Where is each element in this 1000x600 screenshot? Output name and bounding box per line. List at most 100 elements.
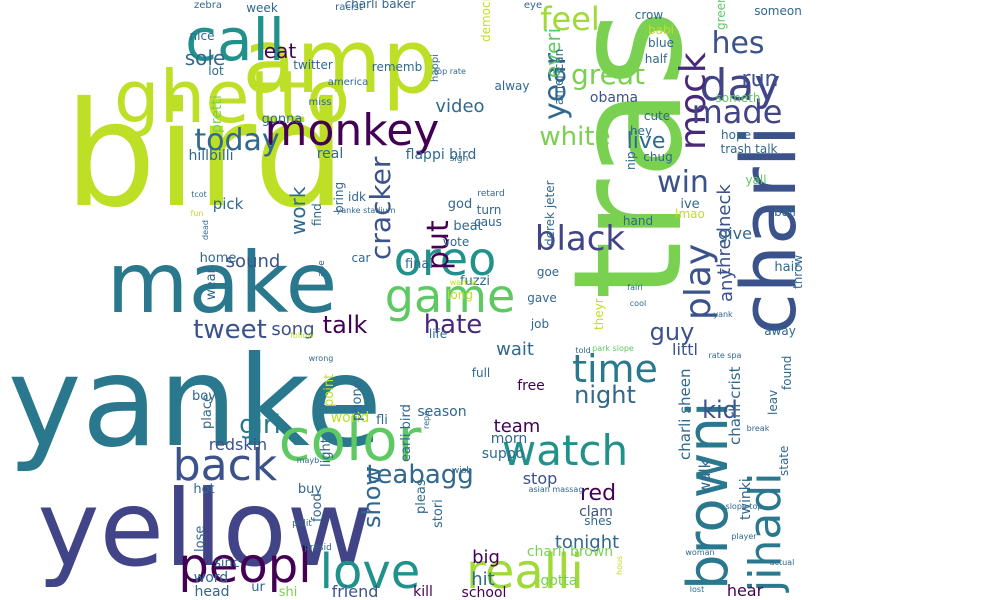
word-democrat: democrat	[479, 0, 493, 42]
word-yellow: yellow	[37, 468, 372, 590]
word-babi: babi	[648, 23, 674, 37]
word-obama: obama	[590, 90, 638, 106]
word-polit: polit	[292, 519, 312, 529]
word-sole: sole	[185, 46, 226, 70]
word-girl: girl	[239, 410, 281, 440]
word-yanke: yanke	[8, 330, 383, 475]
word-kill: kill	[413, 584, 433, 600]
word-charli-crist: charli crist	[726, 366, 744, 445]
word-cracker: cracker	[364, 156, 397, 260]
word-flappi-bird: flappi bird	[406, 147, 477, 163]
word-week: week	[246, 1, 278, 15]
word-repo: repo	[422, 411, 431, 429]
word-find: find	[310, 203, 324, 226]
word-food: food	[310, 493, 325, 522]
word-player: player	[731, 532, 757, 541]
word-show: show	[358, 466, 386, 528]
word-earli-bird: earli bird	[399, 404, 414, 462]
word-make: make	[107, 234, 338, 332]
word-season: season	[417, 404, 466, 420]
word-great: great	[571, 58, 645, 91]
word-lot: lot	[208, 64, 224, 78]
word-hot: hot	[193, 482, 214, 497]
word-shi: shi	[279, 585, 298, 600]
word-eat: eat	[264, 39, 297, 63]
word-alway: alway	[495, 79, 530, 93]
word-thredneck: thredneck	[714, 184, 735, 275]
word-pleas: pleas	[414, 479, 429, 514]
word-monkey: monkey	[265, 105, 440, 156]
word-eye: eye	[524, 0, 542, 11]
word-caus: caus	[474, 215, 502, 229]
word-put: put	[421, 220, 456, 270]
word-jihadi: jihadi	[740, 473, 791, 593]
word-charli-baker: charli baker	[345, 0, 416, 11]
word-final: final	[405, 257, 433, 272]
word-play: play	[678, 244, 719, 320]
word-turn: turn	[477, 203, 502, 217]
word-light: light	[319, 438, 334, 467]
word-twinki: twinki	[738, 478, 754, 520]
word-place: place	[200, 394, 215, 429]
word-hous: hous	[615, 556, 624, 575]
word-hope: hope	[721, 128, 751, 142]
word-hillbilli: hillbilli	[189, 148, 234, 164]
word-realli: realli	[466, 544, 584, 600]
word-wrong: wrong	[309, 354, 334, 363]
word-real: real	[317, 146, 344, 162]
word-friend: friend	[332, 582, 379, 600]
word-day: day	[700, 60, 781, 111]
word-zebra: zebra	[194, 0, 222, 11]
word-work: work	[286, 186, 310, 235]
word-leav: leav	[766, 390, 780, 415]
word-color: color	[279, 406, 422, 474]
word-talk: talk	[323, 311, 368, 339]
word-bird: bird	[64, 71, 345, 240]
word-guy: guy	[650, 318, 695, 346]
word-ball: ball	[774, 205, 796, 219]
word-nip: nip	[624, 151, 638, 170]
word-racist: racist	[335, 2, 363, 13]
word-wait: wait	[496, 339, 534, 360]
word-today: today	[194, 123, 279, 158]
word-goe: goe	[537, 265, 559, 279]
word-gonna: gonna	[262, 112, 303, 127]
word-someth: someth	[716, 91, 761, 105]
word-american: american	[552, 49, 566, 105]
word-break: break	[747, 424, 770, 433]
word-head: head	[195, 584, 230, 600]
word-woman: woman	[685, 548, 714, 557]
word-retard: retard	[477, 189, 504, 199]
word-everi: everi	[541, 28, 565, 78]
word-sinc: sinc	[214, 556, 240, 571]
word-gave: gave	[527, 291, 556, 305]
word-win: win	[657, 165, 709, 200]
word-god: god	[448, 197, 472, 212]
word-ape: ape	[317, 260, 327, 277]
word-life: life	[429, 327, 447, 341]
word-clam: clam	[579, 504, 613, 520]
word-yanke-stadium: yanke stadium	[337, 206, 396, 215]
word-throw: throw	[791, 255, 805, 289]
word-stori: stori	[431, 499, 446, 528]
word-derek-jeter: derek jeter	[543, 180, 557, 246]
word-kid: kid	[702, 396, 738, 424]
word-morn: morn	[491, 431, 528, 447]
word-pick: pick	[213, 195, 244, 213]
word-oreo: oreo	[394, 232, 497, 286]
word-black: black	[535, 219, 626, 259]
word-away: away	[764, 324, 796, 338]
word-boy: boy	[192, 389, 216, 404]
word-idk: idk	[348, 190, 366, 204]
word-feel: feel	[540, 0, 600, 38]
word-game: game	[385, 269, 516, 323]
word-gotta: gotta	[540, 573, 577, 589]
word-fuzzi: fuzzi	[460, 274, 490, 289]
word-walk: walk	[696, 459, 714, 494]
word-mayb: mayb	[297, 456, 320, 465]
word-sign: sign	[450, 154, 469, 164]
word-hes: hes	[711, 26, 764, 61]
word-year: year	[538, 52, 573, 120]
word-long: long	[447, 288, 473, 302]
